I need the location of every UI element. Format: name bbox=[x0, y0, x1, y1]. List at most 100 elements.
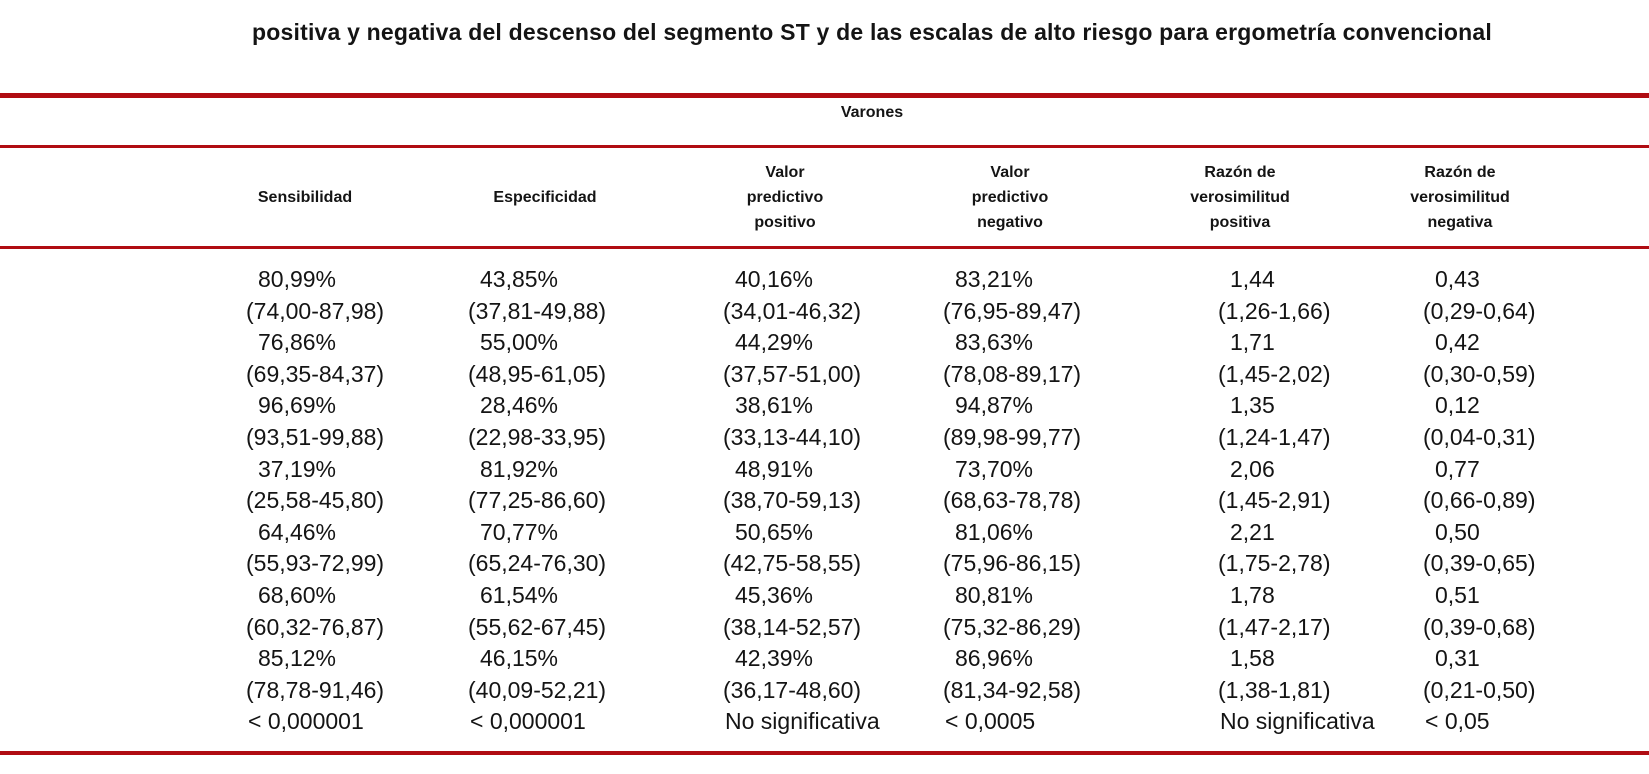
table-cell-ci: (77,25-86,60) bbox=[468, 487, 607, 514]
table-cell-ci: (55,62-67,45) bbox=[468, 613, 607, 640]
row-label-cell bbox=[0, 485, 246, 517]
table-cell-ci: (1,75-2,78) bbox=[1218, 550, 1331, 577]
top-rule-line bbox=[0, 93, 1649, 98]
column-header-especificidad: Especificidad bbox=[493, 188, 597, 206]
table-cell-ci: (93,51-99,88) bbox=[246, 423, 385, 450]
row-label-cell bbox=[0, 422, 246, 454]
table-cell-ci: (0,04-0,31) bbox=[1423, 423, 1536, 450]
table-cell-ci: (0,30-0,59) bbox=[1423, 360, 1536, 387]
table-cell-ci: (65,24-76,30) bbox=[468, 550, 607, 577]
group-rule-line bbox=[0, 145, 1649, 148]
table-cell-ci: (1,38-1,81) bbox=[1218, 676, 1331, 703]
table-cell-ci: (22,98-33,95) bbox=[468, 423, 607, 450]
table-cell-value: 46,15% bbox=[480, 645, 559, 672]
table-cell-value: 1,44 bbox=[1230, 266, 1275, 292]
table-cell-value: 44,29% bbox=[735, 329, 814, 356]
table-cell-value: 42,39% bbox=[735, 645, 814, 672]
table-cell-value: 81,92% bbox=[480, 455, 559, 482]
table-cell-value: 64,46% bbox=[258, 518, 337, 545]
table-cell-value: 50,65% bbox=[735, 518, 814, 545]
table-cell-ci: (0,29-0,64) bbox=[1423, 297, 1536, 324]
row-label-cell bbox=[0, 296, 246, 328]
table-cell-ci: (69,35-84,37) bbox=[246, 360, 385, 387]
table-cell-value: 0,31 bbox=[1435, 645, 1480, 672]
table-cell-ci: (0,39-0,65) bbox=[1423, 550, 1536, 577]
table-cell-value: 1,35 bbox=[1230, 392, 1275, 419]
table-cell-value: 40,16% bbox=[735, 266, 814, 292]
table-cell-ci: (89,98-99,77) bbox=[943, 423, 1082, 450]
table-cell-value: 73,70% bbox=[955, 455, 1034, 482]
table-cell-ci: (38,14-52,57) bbox=[723, 613, 862, 640]
table-cell-ci: (75,32-86,29) bbox=[943, 613, 1082, 640]
table-cell-value: 1,71 bbox=[1230, 329, 1275, 356]
table-cell-ci: (1,26-1,66) bbox=[1218, 297, 1331, 324]
table-cell-ci: (40,09-52,21) bbox=[468, 676, 607, 703]
table-cell-ci: (37,81-49,88) bbox=[468, 297, 607, 324]
table-cell-pvalue: No significativa bbox=[725, 708, 880, 735]
row-label-cell bbox=[0, 264, 246, 296]
table-cell-ci: (76,95-89,47) bbox=[943, 297, 1082, 324]
row-label-cell bbox=[0, 643, 246, 675]
table-cell-value: 68,60% bbox=[258, 581, 337, 608]
table-body: 80,99% 43,85% 40,16% 83,21% 1,44 0,43 (74,00-8… bbox=[0, 252, 1649, 738]
table-cell-value: 48,91% bbox=[735, 455, 814, 482]
table-cell-ci: (75,96-86,15) bbox=[943, 550, 1082, 577]
table-cell-value: 37,19% bbox=[258, 455, 337, 482]
row-label-cell bbox=[0, 675, 246, 707]
table-cell-value: 2,21 bbox=[1230, 518, 1275, 545]
table-cell-ci: (1,45-2,02) bbox=[1218, 360, 1331, 387]
table-cell-ci: (68,63-78,78) bbox=[943, 487, 1082, 514]
table-cell-ci: (0,66-0,89) bbox=[1423, 487, 1536, 514]
table-cell-ci: (1,47-2,17) bbox=[1218, 613, 1331, 640]
column-header-valor-predictivo-negativo: Valor predictivo negativo bbox=[971, 163, 1049, 231]
row-label-cell bbox=[0, 359, 246, 391]
table-cell-value: 86,96% bbox=[955, 645, 1034, 672]
table-cell-ci: (33,13-44,10) bbox=[723, 423, 862, 450]
table-cell-value: 96,69% bbox=[258, 392, 337, 419]
table-cell-ci: (60,32-76,87) bbox=[246, 613, 385, 640]
table-cell-value: 0,50 bbox=[1435, 518, 1480, 545]
table-cell-ci: (55,93-72,99) bbox=[246, 550, 385, 577]
table-cell-value: 85,12% bbox=[258, 645, 337, 672]
table-cell-value: 80,99% bbox=[258, 266, 337, 292]
table-cell-ci: (37,57-51,00) bbox=[723, 360, 862, 387]
table-cell-value: 0,42 bbox=[1435, 329, 1480, 356]
table-cell-ci: (0,21-0,50) bbox=[1423, 676, 1536, 703]
row-label-header bbox=[0, 150, 190, 244]
bottom-rule-line bbox=[0, 751, 1649, 755]
table-cell-pvalue: < 0,0005 bbox=[945, 708, 1036, 735]
row-label-cell bbox=[0, 390, 246, 422]
table-cell-value: 76,86% bbox=[258, 329, 337, 356]
table-cell-value: 1,78 bbox=[1230, 581, 1275, 608]
table-cell-value: 45,36% bbox=[735, 581, 814, 608]
table-cell-ci: (78,08-89,17) bbox=[943, 360, 1082, 387]
table-cell-value: 0,77 bbox=[1435, 455, 1480, 482]
table-cell-value: 0,12 bbox=[1435, 392, 1480, 419]
column-header-razon-verosimilitud-negativa: Razón de verosimilitud negativa bbox=[1410, 163, 1510, 231]
table-cell-pvalue: < 0,000001 bbox=[248, 708, 364, 735]
table-cell-value: 61,54% bbox=[480, 581, 559, 608]
row-label-cell bbox=[0, 612, 246, 644]
table-cell-pvalue: < 0,000001 bbox=[470, 708, 586, 735]
table-cell-ci: (42,75-58,55) bbox=[723, 550, 862, 577]
table-cell-pvalue: No significativa bbox=[1220, 708, 1375, 735]
row-label-cell bbox=[0, 517, 246, 549]
table-cell-value: 83,63% bbox=[955, 329, 1034, 356]
table-cell-ci: (36,17-48,60) bbox=[723, 676, 862, 703]
row-label-cell bbox=[0, 548, 246, 580]
table-cell-ci: (34,01-46,32) bbox=[723, 297, 862, 324]
table-cell-value: 70,77% bbox=[480, 518, 559, 545]
table-cell-ci: (78,78-91,46) bbox=[246, 676, 385, 703]
table-cell-ci: (74,00-87,98) bbox=[246, 297, 385, 324]
row-label-cell bbox=[0, 706, 246, 738]
column-header-razon-verosimilitud-positiva: Razón de verosimilitud positiva bbox=[1190, 163, 1290, 231]
table-cell-ci: (1,45-2,91) bbox=[1218, 487, 1331, 514]
table-caption: positiva y negativa del descenso del seg… bbox=[252, 19, 1492, 45]
row-label-cell bbox=[0, 580, 246, 612]
column-header-sensibilidad: Sensibilidad bbox=[257, 188, 353, 206]
group-header-varones: Varones bbox=[840, 104, 904, 121]
header-rule-line bbox=[0, 246, 1649, 249]
table-cell-value: 0,51 bbox=[1435, 581, 1480, 608]
table-cell-ci: (0,39-0,68) bbox=[1423, 613, 1536, 640]
